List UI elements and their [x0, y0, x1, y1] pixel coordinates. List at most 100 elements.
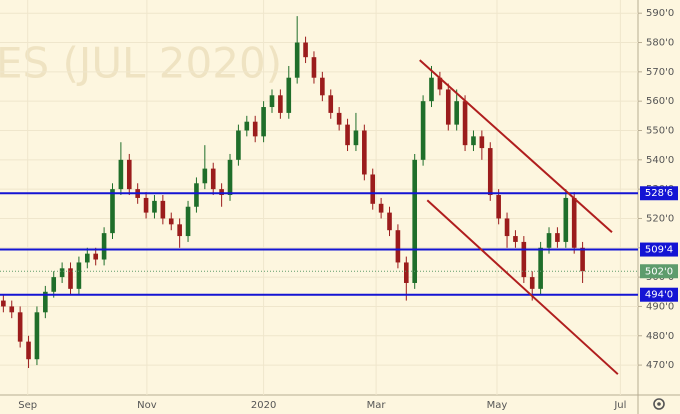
candle-body	[546, 233, 552, 248]
candle-body	[445, 89, 451, 125]
candle-body	[93, 253, 99, 260]
candle-body	[168, 218, 174, 225]
candle-body	[118, 159, 124, 190]
candle-body	[143, 197, 149, 213]
level-box	[640, 186, 678, 201]
candle-body	[529, 277, 535, 289]
candle-body	[563, 197, 569, 242]
candle-body	[412, 159, 418, 283]
last-price-label: 502'0	[645, 266, 673, 277]
candle-body	[236, 130, 241, 160]
candle-body	[101, 233, 107, 260]
y-tick-label: 480'0	[646, 331, 674, 342]
candle-body	[462, 101, 468, 146]
candle-body	[110, 189, 115, 234]
candle-body	[538, 247, 543, 289]
candle-body	[43, 291, 48, 313]
candle-body	[395, 230, 401, 263]
candle-body	[378, 203, 384, 213]
candle-body	[68, 268, 73, 289]
candle-body	[84, 253, 90, 263]
candle-body	[353, 130, 359, 146]
candle-body	[177, 224, 182, 237]
trend-line	[426, 199, 619, 375]
candle-body	[403, 262, 409, 283]
candle-body	[51, 277, 57, 292]
gear-hub[interactable]	[657, 402, 661, 406]
y-tick-label: 550'0	[646, 125, 674, 136]
x-tick-label: May	[487, 400, 508, 411]
candle-body	[571, 197, 577, 248]
candle-body	[303, 42, 308, 58]
level-label: 494'0	[645, 290, 673, 301]
level-label: 509'4	[645, 245, 673, 256]
x-tick-label: Jul	[613, 400, 626, 411]
trend-line	[419, 59, 613, 233]
level-box	[640, 287, 678, 302]
watermark: ES (JUL 2020)	[0, 39, 282, 88]
candle-body	[76, 262, 82, 289]
candle-body	[521, 241, 527, 278]
candle-body	[261, 107, 266, 137]
candle-body	[555, 233, 560, 242]
candle-body	[370, 174, 376, 204]
candle-body	[513, 236, 518, 242]
candle-body	[59, 268, 65, 278]
y-tick-label: 580'0	[646, 38, 674, 49]
candle-body	[496, 195, 501, 219]
candle-body	[437, 77, 443, 90]
candle-body	[420, 101, 426, 160]
candle-body	[580, 247, 585, 272]
candle-body	[17, 312, 23, 342]
candle-body	[269, 95, 275, 108]
candle-body	[26, 341, 31, 360]
candle-body	[336, 112, 342, 125]
gear[interactable]	[653, 398, 665, 410]
candle-body	[227, 159, 233, 196]
y-tick-label: 490'0	[646, 301, 674, 312]
candle-body	[244, 121, 250, 131]
candle-body	[487, 148, 493, 196]
candle-body	[252, 121, 258, 137]
candle-body	[219, 189, 224, 196]
candle-body	[454, 101, 459, 125]
candle-body	[479, 136, 485, 149]
settings-icon[interactable]	[653, 398, 665, 410]
candle-body	[1, 300, 6, 307]
candle-body	[345, 124, 350, 146]
candle-body	[328, 95, 334, 113]
candle-body	[160, 200, 166, 219]
candle-body	[126, 159, 132, 190]
candle-body	[152, 200, 157, 213]
candle-body	[185, 206, 191, 237]
candle-body	[471, 136, 476, 146]
candle-body	[429, 77, 434, 102]
y-tick-label: 540'0	[646, 155, 674, 166]
candle-body	[311, 57, 317, 78]
candle-body	[320, 77, 325, 96]
candle-body	[294, 42, 300, 78]
last-price-box	[640, 264, 678, 279]
x-tick-label: 2020	[251, 400, 276, 411]
candle-body	[286, 77, 292, 113]
candle-body	[194, 183, 199, 207]
candle-body	[9, 306, 15, 313]
candle-body	[362, 130, 367, 175]
x-tick-label: Sep	[18, 400, 37, 411]
candle-body	[34, 312, 40, 360]
level-box	[640, 242, 678, 257]
x-tick-label: Mar	[367, 400, 387, 411]
y-tick-label: 570'0	[646, 67, 674, 78]
x-tick-label: Nov	[137, 400, 157, 411]
candle-body	[210, 168, 216, 190]
level-label: 528'6	[645, 188, 673, 199]
candle-body	[504, 218, 510, 237]
candle-body	[202, 168, 208, 184]
y-tick-label: 470'0	[646, 360, 674, 371]
candle-body	[387, 212, 392, 231]
y-tick-label: 520'0	[646, 213, 674, 224]
candle-body	[278, 95, 283, 113]
y-tick-label: 590'0	[646, 8, 674, 19]
